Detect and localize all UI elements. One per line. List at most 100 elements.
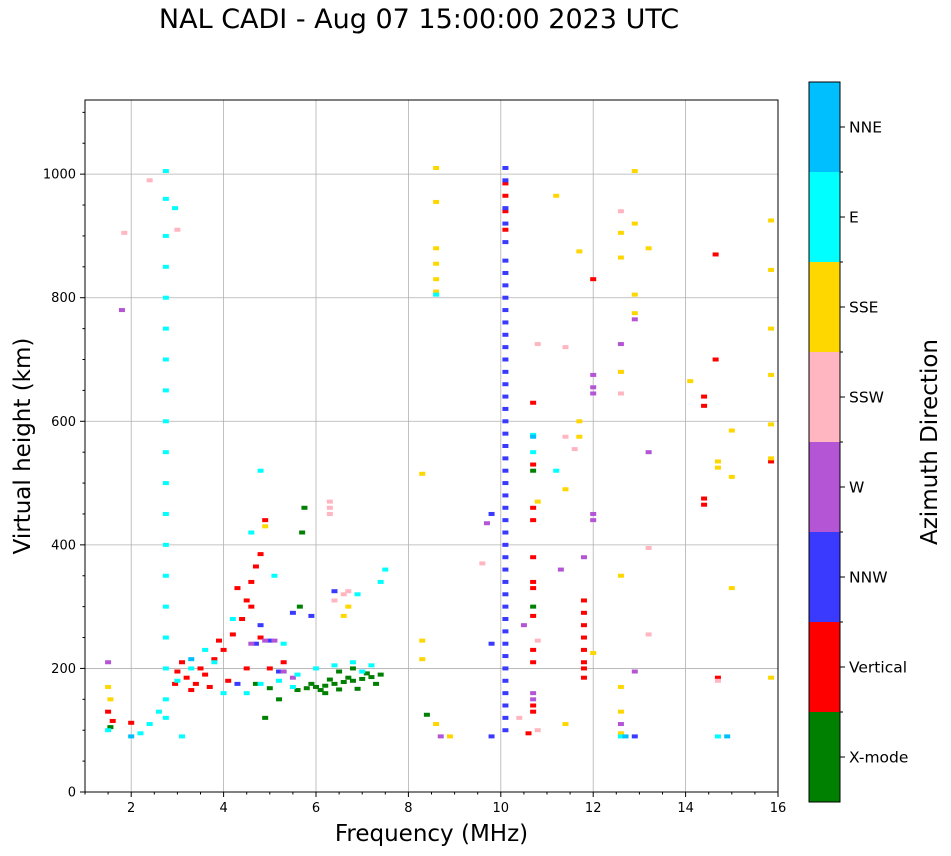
data-point bbox=[107, 725, 114, 730]
data-point bbox=[322, 683, 329, 688]
data-point bbox=[252, 681, 259, 686]
data-point bbox=[243, 691, 250, 696]
data-point bbox=[645, 246, 652, 251]
data-point bbox=[617, 684, 624, 689]
data-point bbox=[128, 734, 135, 739]
data-point bbox=[502, 178, 509, 183]
data-point bbox=[502, 505, 509, 510]
series-nnw bbox=[234, 165, 638, 739]
data-point bbox=[714, 675, 721, 680]
colorbar-tick-label: NNW bbox=[849, 569, 888, 587]
data-point bbox=[534, 728, 541, 733]
data-point bbox=[502, 691, 509, 696]
data-point bbox=[502, 592, 509, 597]
data-point bbox=[617, 230, 624, 235]
data-point bbox=[530, 468, 537, 473]
data-point bbox=[248, 641, 255, 646]
data-point bbox=[179, 660, 186, 665]
data-point bbox=[377, 579, 384, 584]
data-point bbox=[724, 734, 731, 739]
x-tick-label: 14 bbox=[677, 801, 694, 816]
data-point bbox=[433, 292, 440, 297]
data-point bbox=[502, 227, 509, 232]
data-point bbox=[331, 681, 338, 686]
data-point bbox=[326, 511, 333, 516]
data-point bbox=[534, 499, 541, 504]
data-point bbox=[590, 511, 597, 516]
data-point bbox=[530, 709, 537, 714]
data-point bbox=[257, 552, 264, 557]
data-point bbox=[530, 518, 537, 523]
data-point bbox=[520, 623, 527, 628]
series-w bbox=[105, 308, 652, 739]
data-point bbox=[419, 657, 426, 662]
data-point bbox=[271, 638, 278, 643]
data-point bbox=[433, 165, 440, 170]
data-point bbox=[118, 308, 125, 313]
data-point bbox=[248, 530, 255, 535]
data-point bbox=[590, 650, 597, 655]
data-point bbox=[155, 709, 162, 714]
data-point bbox=[437, 734, 444, 739]
data-point bbox=[336, 669, 343, 674]
data-point bbox=[162, 264, 169, 269]
x-tick-label: 16 bbox=[770, 801, 787, 816]
data-point bbox=[105, 660, 112, 665]
data-point bbox=[252, 564, 259, 569]
data-point bbox=[617, 342, 624, 347]
data-point bbox=[701, 394, 708, 399]
colorbar-tick-label: X-mode bbox=[849, 749, 908, 767]
data-point bbox=[768, 326, 775, 331]
data-point bbox=[631, 317, 638, 322]
data-point bbox=[179, 734, 186, 739]
data-point bbox=[502, 165, 509, 170]
colorbar-segment bbox=[809, 82, 840, 172]
data-point bbox=[645, 545, 652, 550]
data-point bbox=[502, 258, 509, 263]
data-point bbox=[502, 308, 509, 313]
data-point bbox=[502, 283, 509, 288]
data-point bbox=[326, 505, 333, 510]
data-point bbox=[174, 678, 181, 683]
data-point bbox=[303, 686, 310, 691]
data-point bbox=[502, 369, 509, 374]
data-point bbox=[280, 641, 287, 646]
data-point bbox=[617, 722, 624, 727]
data-point bbox=[502, 456, 509, 461]
data-point bbox=[557, 567, 564, 572]
data-point bbox=[631, 311, 638, 316]
data-point bbox=[617, 734, 624, 739]
data-point bbox=[768, 372, 775, 377]
data-point bbox=[502, 555, 509, 560]
data-point bbox=[502, 542, 509, 547]
data-point bbox=[502, 181, 509, 186]
x-tick-label: 2 bbox=[127, 801, 135, 816]
data-point bbox=[433, 261, 440, 266]
data-point bbox=[308, 613, 315, 618]
data-point bbox=[301, 505, 308, 510]
data-point bbox=[162, 604, 169, 609]
data-point bbox=[354, 592, 361, 597]
x-tick-label: 12 bbox=[585, 801, 602, 816]
data-point bbox=[174, 669, 181, 674]
colorbar-segment bbox=[809, 442, 840, 532]
data-point bbox=[502, 320, 509, 325]
data-point bbox=[257, 623, 264, 628]
data-point bbox=[162, 326, 169, 331]
data-point bbox=[590, 385, 597, 390]
colorbar-segment bbox=[809, 532, 840, 622]
data-point bbox=[576, 249, 583, 254]
data-point bbox=[768, 456, 775, 461]
data-point bbox=[502, 617, 509, 621]
data-point bbox=[502, 703, 509, 708]
data-point bbox=[530, 703, 537, 708]
data-point bbox=[488, 511, 495, 516]
data-point bbox=[340, 613, 347, 618]
series-sse bbox=[105, 165, 775, 739]
data-point bbox=[479, 561, 486, 566]
data-point bbox=[419, 638, 426, 643]
data-point bbox=[162, 450, 169, 455]
data-point bbox=[229, 617, 236, 621]
data-point bbox=[280, 660, 287, 665]
data-point bbox=[220, 647, 227, 652]
